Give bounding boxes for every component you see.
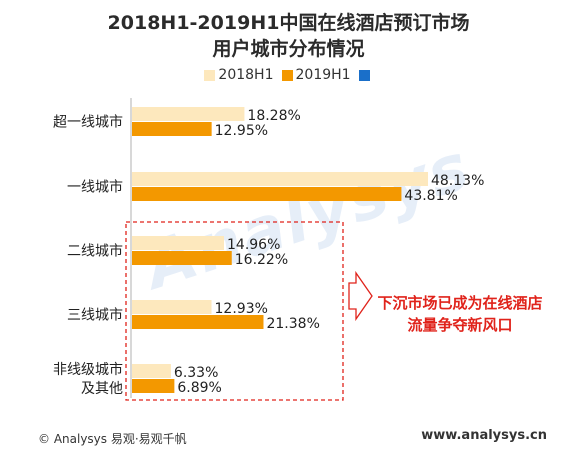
bar-2018h1 bbox=[132, 107, 245, 121]
bar-2019h1 bbox=[132, 379, 175, 393]
data-label: 43.81% bbox=[404, 188, 457, 204]
chart-title-line2: 用户城市分布情况 bbox=[212, 38, 365, 60]
highlight-dashed-box bbox=[125, 221, 344, 401]
bar-2018h1 bbox=[132, 236, 225, 250]
bar-2018h1 bbox=[132, 300, 212, 314]
legend-swatch-2018h1 bbox=[204, 69, 216, 81]
category-label: 超一线城市 bbox=[53, 114, 123, 131]
data-label: 12.93% bbox=[215, 301, 268, 317]
category-label: 非线级城市 bbox=[53, 361, 123, 378]
bar-2019h1 bbox=[132, 122, 212, 136]
data-label: 12.95% bbox=[215, 123, 268, 139]
chart-legend: 2018H1 2019H1 bbox=[0, 66, 577, 84]
data-label: 48.13% bbox=[431, 173, 484, 189]
bar-2019h1 bbox=[132, 187, 402, 201]
category-label: 及其他 bbox=[81, 381, 123, 397]
category-label: 三线城市 bbox=[67, 307, 123, 324]
bar-2019h1 bbox=[132, 315, 264, 329]
data-label: 18.28% bbox=[247, 108, 300, 124]
data-label: 6.33% bbox=[174, 365, 218, 381]
legend-label-2018h1: 2018H1 bbox=[218, 67, 274, 83]
callout-line2: 流量争夺新风口 bbox=[407, 316, 513, 334]
legend-item-2018h1: 2018H1 bbox=[204, 67, 274, 83]
data-label: 16.22% bbox=[235, 252, 288, 268]
callout-arrow-icon bbox=[348, 270, 373, 322]
bar-2018h1 bbox=[132, 364, 171, 378]
data-label: 6.89% bbox=[177, 380, 221, 396]
category-label: 一线城市 bbox=[67, 179, 123, 196]
callout-text: 下沉市场已成为在线酒店 流量争夺新风口 bbox=[370, 292, 550, 336]
callout-line1: 下沉市场已成为在线酒店 bbox=[377, 294, 543, 312]
footer-source: © Analysys 易观·易观千帆 bbox=[38, 432, 187, 446]
footer-website: www.analysys.cn bbox=[421, 428, 547, 443]
chart-title-line1: 2018H1-2019H1中国在线酒店预订市场 bbox=[107, 12, 470, 34]
legend-item-extra bbox=[358, 69, 373, 81]
legend-item-2019h1: 2019H1 bbox=[281, 67, 351, 83]
data-label: 14.96% bbox=[227, 237, 280, 253]
legend-swatch-2019h1 bbox=[281, 69, 293, 81]
category-label: 二线城市 bbox=[67, 243, 123, 260]
bar-2018h1 bbox=[132, 172, 428, 186]
legend-swatch-extra bbox=[358, 69, 370, 81]
data-label: 21.38% bbox=[266, 316, 319, 332]
bar-2019h1 bbox=[132, 251, 232, 265]
legend-label-2019h1: 2019H1 bbox=[295, 67, 351, 83]
